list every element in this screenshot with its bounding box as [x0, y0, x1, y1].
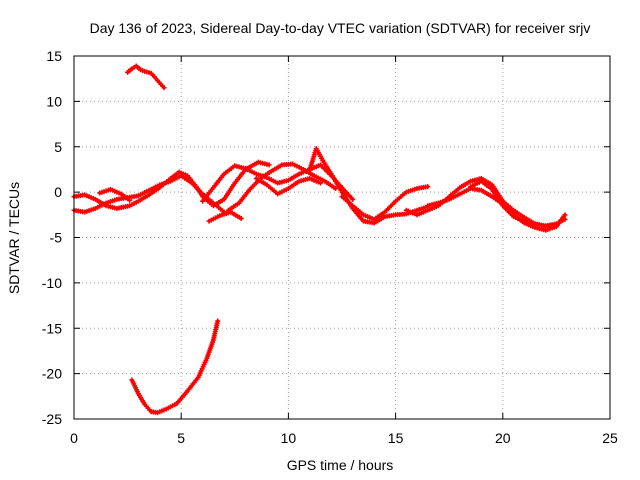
series-arc-14 — [468, 178, 559, 229]
y-axis-label: SDTVAR / TECUs — [6, 182, 22, 294]
data-point — [215, 318, 221, 324]
data-series — [71, 63, 568, 416]
x-axis-label: GPS time / hours — [287, 457, 394, 473]
y-tick-label: -5 — [50, 230, 63, 246]
series-arc-8 — [225, 161, 339, 213]
series-arc-5 — [97, 186, 133, 203]
y-tick-label: 10 — [46, 93, 62, 109]
series-arc-11 — [339, 184, 431, 222]
axis-ticks: 0 5 10 15 20 25 -25 -20 -15 -10 -5 0 5 10 15 — [42, 48, 618, 446]
series-arc-6 — [206, 209, 244, 224]
data-point — [127, 197, 133, 203]
data-point — [350, 196, 356, 202]
series-arc-9 — [253, 176, 324, 197]
data-point — [238, 215, 244, 221]
series-arc-2 — [129, 318, 221, 416]
x-tick-label: 25 — [602, 430, 618, 446]
x-tick-label: 15 — [388, 430, 404, 446]
x-tick-label: 10 — [281, 430, 297, 446]
data-point — [425, 184, 431, 190]
y-tick-label: 5 — [54, 139, 62, 155]
y-tick-label: -10 — [42, 275, 62, 291]
x-tick-label: 5 — [177, 430, 185, 446]
y-tick-label: -20 — [42, 366, 62, 382]
grid — [74, 56, 610, 419]
y-tick-label: 0 — [54, 184, 62, 200]
series-arc-1 — [125, 63, 167, 91]
x-tick-label: 20 — [495, 430, 511, 446]
x-tick-label: 0 — [70, 430, 78, 446]
data-point — [266, 162, 272, 168]
y-tick-label: -15 — [42, 320, 62, 336]
data-point — [562, 212, 568, 218]
y-tick-label: 15 — [46, 48, 62, 64]
y-tick-label: -25 — [42, 411, 62, 427]
data-point — [553, 221, 559, 227]
data-point — [318, 180, 324, 186]
data-point — [161, 85, 167, 91]
data-point — [333, 185, 339, 191]
chart-title: Day 136 of 2023, Sidereal Day-to-day VTE… — [90, 20, 591, 36]
series-arc-10 — [307, 146, 431, 226]
series-arc-4 — [71, 173, 227, 215]
